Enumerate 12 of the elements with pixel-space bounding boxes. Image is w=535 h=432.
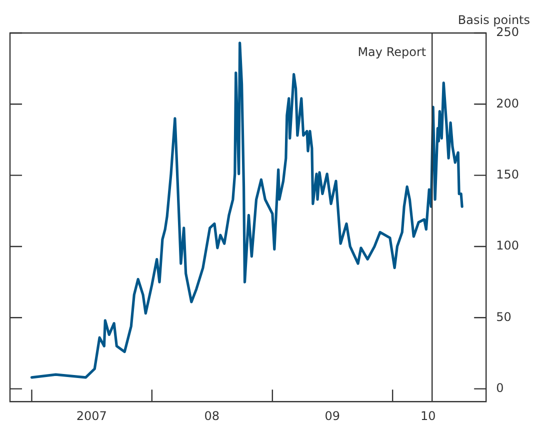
y-tick-label: 250 [496, 25, 519, 40]
y-tick-label: 200 [496, 96, 519, 110]
x-tick-label: 10 [420, 408, 436, 423]
y-tick-label: 0 [496, 380, 504, 395]
y-tick-label: 150 [496, 167, 519, 182]
y-tick-label: 50 [496, 310, 512, 324]
ref-line-label: May Report [358, 45, 426, 60]
x-tick-label: 08 [204, 408, 220, 423]
x-tick-label: 09 [324, 408, 340, 423]
x-tick-label: 2007 [76, 408, 107, 423]
y-tick-label: 100 [496, 238, 519, 253]
y-axis-title: Basis points [458, 13, 530, 28]
